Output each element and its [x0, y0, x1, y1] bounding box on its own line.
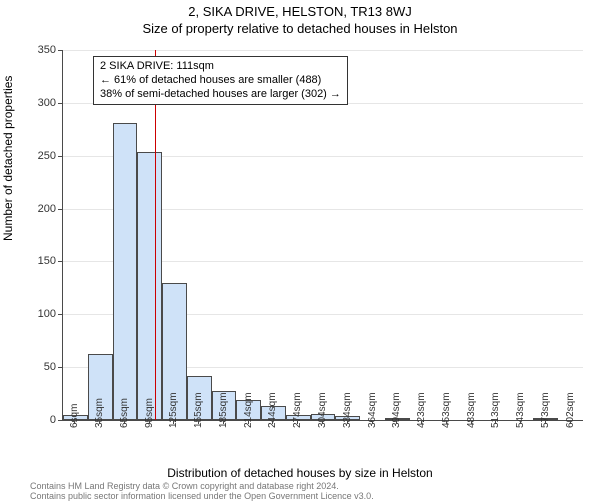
ytick-label: 0 — [22, 414, 56, 426]
annotation-line: 38% of semi-detached houses are larger (… — [100, 88, 341, 102]
xtick-mark — [149, 420, 150, 424]
xtick-mark — [322, 420, 323, 424]
ytick-label: 100 — [22, 308, 56, 320]
gridline — [63, 50, 583, 51]
x-axis-title: Distribution of detached houses by size … — [0, 466, 600, 480]
ytick-mark — [58, 420, 62, 421]
ytick-label: 350 — [22, 44, 56, 56]
xtick-mark — [545, 420, 546, 424]
ytick-mark — [58, 103, 62, 104]
xtick-mark — [173, 420, 174, 424]
xtick-mark — [495, 420, 496, 424]
chart-title-main: 2, SIKA DRIVE, HELSTON, TR13 8WJ — [0, 4, 600, 19]
xtick-mark — [223, 420, 224, 424]
xtick-mark — [446, 420, 447, 424]
ytick-label: 250 — [22, 150, 56, 162]
ytick-label: 150 — [22, 255, 56, 267]
ytick-label: 200 — [22, 203, 56, 215]
plot-area: 2 SIKA DRIVE: 111sqm← 61% of detached ho… — [62, 50, 583, 421]
chart-title-sub: Size of property relative to detached ho… — [0, 21, 600, 36]
footer-line2: Contains public sector information licen… — [30, 492, 374, 502]
ytick-mark — [58, 156, 62, 157]
annotation-line: ← 61% of detached houses are smaller (48… — [100, 74, 341, 88]
xtick-mark — [421, 420, 422, 424]
histogram-bar — [113, 123, 138, 420]
ytick-label: 50 — [22, 361, 56, 373]
xtick-mark — [198, 420, 199, 424]
ytick-mark — [58, 314, 62, 315]
chart-container: 2, SIKA DRIVE, HELSTON, TR13 8WJ Size of… — [0, 4, 600, 504]
xtick-label: 6sqm — [69, 404, 80, 428]
ytick-mark — [58, 50, 62, 51]
xtick-mark — [520, 420, 521, 424]
xtick-mark — [248, 420, 249, 424]
ytick-mark — [58, 261, 62, 262]
footer-attribution: Contains HM Land Registry data © Crown c… — [30, 482, 374, 502]
xtick-mark — [347, 420, 348, 424]
xtick-mark — [297, 420, 298, 424]
reference-line — [155, 50, 156, 420]
xtick-mark — [74, 420, 75, 424]
xtick-mark — [124, 420, 125, 424]
xtick-mark — [471, 420, 472, 424]
histogram-bar — [137, 152, 162, 421]
xtick-mark — [396, 420, 397, 424]
xtick-mark — [372, 420, 373, 424]
ytick-label: 300 — [22, 97, 56, 109]
annotation-line: 2 SIKA DRIVE: 111sqm — [100, 60, 341, 74]
annotation-box: 2 SIKA DRIVE: 111sqm← 61% of detached ho… — [93, 56, 348, 105]
ytick-mark — [58, 209, 62, 210]
ytick-mark — [58, 367, 62, 368]
xtick-mark — [272, 420, 273, 424]
y-axis-title: Number of detached properties — [1, 76, 15, 241]
xtick-mark — [570, 420, 571, 424]
xtick-mark — [99, 420, 100, 424]
